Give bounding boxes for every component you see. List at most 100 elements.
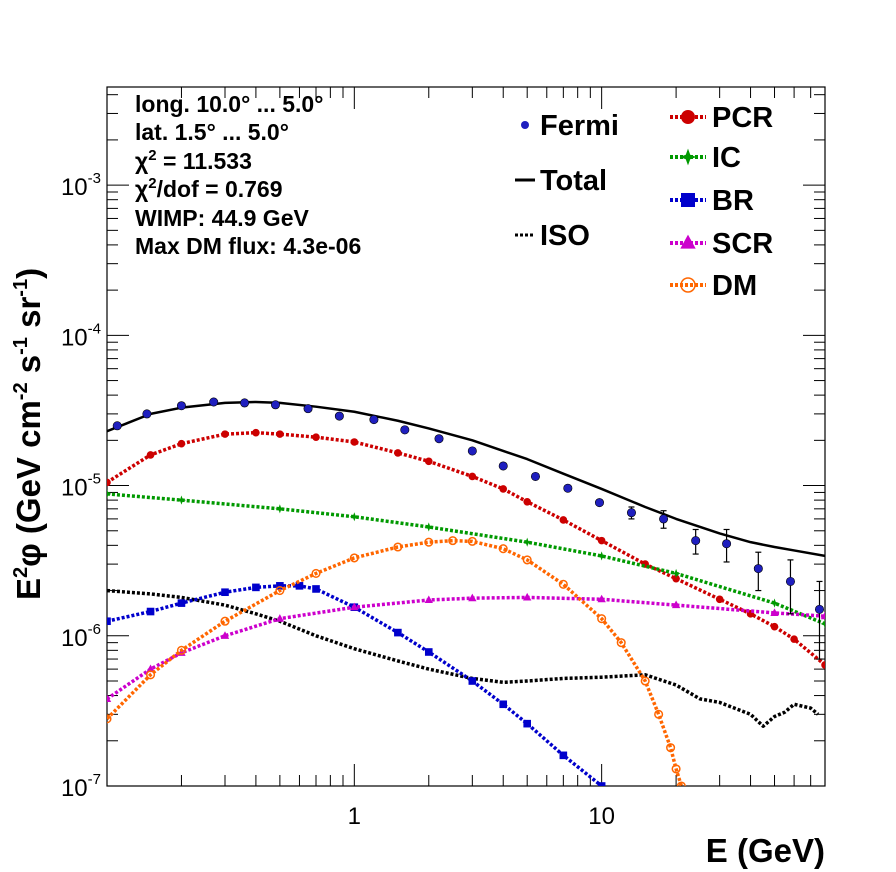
legend: Fermi Total ISO PCR IC BR SCR DM	[515, 102, 773, 302]
series-dm	[107, 536, 686, 786]
fermi-data-point	[142, 409, 152, 419]
marker-scr	[107, 694, 112, 702]
marker-dm	[597, 614, 607, 624]
marker-dm	[467, 536, 477, 546]
y-tick-label: 10-7	[61, 771, 101, 802]
fermi-data-point	[753, 564, 763, 574]
marker-scr	[275, 614, 285, 622]
series-line-dm	[107, 538, 684, 786]
marker-ic	[597, 551, 607, 561]
plot-frame	[106, 86, 826, 787]
fermi-data-point	[467, 446, 477, 456]
marker-dm	[616, 638, 626, 648]
y-tick-label: 10-5	[61, 471, 101, 502]
marker-scr	[820, 611, 825, 620]
series-br	[107, 582, 606, 786]
marker-ic	[424, 522, 434, 532]
legend-label-total: Total	[540, 165, 607, 197]
legend-marker-scr	[680, 234, 696, 249]
series-line-br	[107, 584, 603, 786]
marker-scr	[146, 664, 155, 673]
marker-dm	[311, 568, 321, 578]
fermi-data-point	[530, 471, 540, 481]
legend-label-ic: IC	[712, 142, 741, 174]
marker-br	[468, 677, 477, 685]
series-line-iso	[107, 588, 820, 728]
marker-dm	[220, 616, 230, 626]
axes: 1 10 10-7 10-6 10-5 10-4 10-3	[61, 87, 826, 830]
fermi-data-point	[334, 411, 344, 421]
legend-marker-dm	[680, 277, 696, 293]
fermi-data-point	[434, 434, 444, 444]
fermi-data-point	[270, 400, 280, 410]
fermi-data-point	[563, 483, 573, 493]
annotation-block: long. 10.0° ... 5.0° lat. 1.5° ... 5.0° …	[135, 91, 361, 259]
marker-dm	[275, 586, 285, 596]
marker-scr	[597, 594, 606, 603]
marker-dm	[558, 579, 568, 589]
marker-ic	[275, 504, 285, 514]
legend-item-iso: ISO	[515, 220, 590, 252]
marker-br	[312, 585, 320, 593]
fermi-data-point	[498, 461, 508, 471]
marker-br	[221, 588, 229, 597]
x-tick-label: 1	[348, 803, 361, 830]
marker-pcr	[312, 433, 320, 441]
marker-pcr	[499, 485, 508, 493]
marker-dm	[424, 537, 434, 547]
annotation-line-5: WIMP: 44.9 GeV	[135, 205, 309, 231]
fermi-data-point	[176, 401, 186, 411]
legend-item-dm: DM	[670, 270, 757, 302]
fermi-data-point	[400, 425, 410, 435]
legend-label-pcr: PCR	[712, 102, 773, 134]
marker-scr	[350, 602, 359, 611]
fermi-data-point	[594, 498, 604, 508]
fermi-data-point	[659, 514, 669, 524]
fermi-data-point	[112, 421, 122, 431]
marker-ic	[522, 537, 532, 547]
marker-dm	[676, 781, 686, 786]
y-tick-label: 10-6	[61, 621, 101, 652]
marker-ic	[349, 512, 359, 522]
marker-pcr	[821, 661, 825, 669]
legend-marker-fermi	[521, 121, 529, 129]
marker-br	[107, 617, 111, 626]
marker-br	[597, 782, 606, 786]
x-tick-label: 10	[588, 803, 615, 830]
series-line-ic	[107, 492, 825, 626]
series-line-pcr	[107, 430, 825, 667]
marker-pcr	[468, 472, 477, 481]
annotation-line-4: χ2/dof = 0.769	[135, 175, 283, 202]
x-axis-title: E (GeV)	[706, 832, 825, 869]
legend-marker-pcr	[681, 110, 695, 124]
annotation-line-2: lat. 1.5° ... 5.0°	[135, 119, 289, 145]
marker-pcr	[672, 574, 680, 583]
marker-dm	[448, 536, 458, 546]
marker-pcr	[597, 536, 606, 545]
marker-pcr	[252, 428, 260, 437]
marker-br	[523, 719, 531, 728]
marker-pcr	[559, 516, 568, 524]
marker-ic	[176, 495, 187, 505]
annotation-line-3: χ2 = 11.533	[135, 147, 252, 174]
legend-label-scr: SCR	[712, 228, 773, 260]
annotation-line-6: Max DM flux: 4.3e-06	[135, 233, 361, 259]
marker-br	[424, 648, 433, 656]
marker-dm	[666, 743, 676, 753]
marker-pcr	[424, 457, 433, 466]
marker-ic	[671, 568, 681, 578]
marker-pcr	[177, 439, 186, 448]
legend-item-pcr: PCR	[670, 102, 773, 134]
marker-pcr	[350, 438, 359, 446]
marker-pcr	[221, 430, 229, 438]
fermi-data-point	[626, 508, 636, 518]
marker-pcr	[790, 635, 798, 643]
marker-scr	[424, 595, 433, 604]
legend-item-ic: IC	[670, 142, 741, 174]
legend-marker-br	[681, 193, 695, 207]
annotation-line-1: long. 10.0° ... 5.0°	[135, 91, 323, 117]
fermi-data-point	[814, 604, 824, 614]
marker-dm	[654, 709, 664, 719]
series-layer	[107, 400, 825, 786]
marker-pcr	[276, 430, 284, 438]
